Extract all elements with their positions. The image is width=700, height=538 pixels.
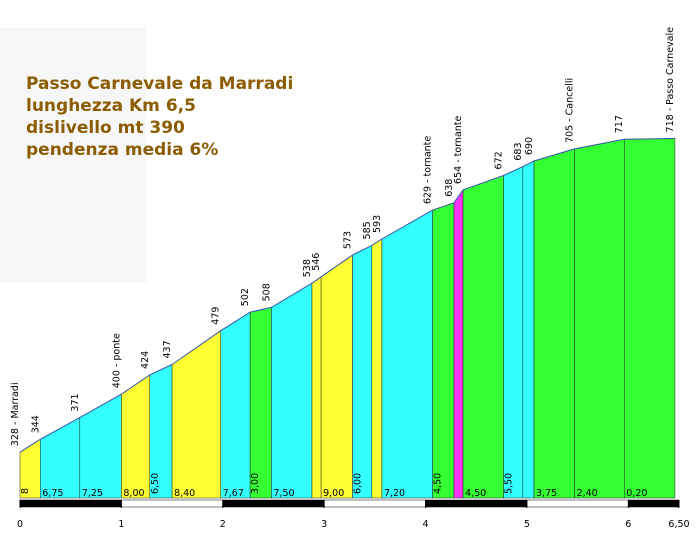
title-line: pendenza media 6% xyxy=(26,140,218,160)
segment xyxy=(79,393,122,499)
point-label: 690 xyxy=(524,137,535,155)
point-label: 424 xyxy=(140,351,151,369)
scale-band xyxy=(121,499,224,508)
point-label: 585 xyxy=(362,221,373,239)
segment xyxy=(271,282,313,499)
segment xyxy=(220,311,251,499)
scale-band xyxy=(19,499,122,508)
segment xyxy=(381,209,433,499)
x-tick-label: 0 xyxy=(17,519,23,530)
point-label: 479 xyxy=(211,307,222,325)
scale-band xyxy=(323,499,426,508)
gradient-label: 4,50 xyxy=(465,488,486,499)
scale-band xyxy=(628,499,680,508)
point-label: 638 xyxy=(444,179,455,197)
point-label: 705 - Cancelli xyxy=(565,78,576,143)
point-label: 344 xyxy=(30,415,41,433)
point-label: 538 xyxy=(302,259,313,277)
gradient-label: 5,50 xyxy=(504,473,515,494)
gradient-label: 2,40 xyxy=(577,488,598,499)
x-tick-label: 6,50 xyxy=(668,519,689,530)
point-label: 508 xyxy=(261,283,272,301)
gradient-label: 3,75 xyxy=(536,488,557,499)
point-label: 546 xyxy=(311,253,322,271)
x-tick-label: 5 xyxy=(524,519,530,530)
title-panel xyxy=(0,28,146,283)
segment xyxy=(320,254,353,499)
point-label: 437 xyxy=(162,340,173,358)
point-label: 629 - tornante xyxy=(423,136,434,204)
point-label: 672 xyxy=(494,151,505,169)
scale-band xyxy=(526,499,629,508)
segment xyxy=(311,276,322,499)
x-tick-label: 3 xyxy=(321,519,327,530)
segment xyxy=(533,148,575,499)
title-line: lunghezza Km 6,5 xyxy=(26,96,196,116)
segment xyxy=(40,417,81,499)
point-label: 328 - Marradi xyxy=(10,382,21,446)
scale-band xyxy=(425,499,528,508)
segment xyxy=(522,160,535,499)
gradient-label: 9,00 xyxy=(323,488,344,499)
x-tick-label: 2 xyxy=(220,519,226,530)
point-label: 718 - Passo Carnevale xyxy=(665,27,676,133)
title-line: Passo Carnevale da Marradi xyxy=(26,74,293,94)
segment xyxy=(462,175,504,499)
segment xyxy=(574,138,625,499)
gradient-label: 0,20 xyxy=(626,488,647,499)
title-line: dislivello mt 390 xyxy=(26,118,185,138)
point-label: 400 - ponte xyxy=(111,333,122,388)
point-label: 502 xyxy=(240,288,251,306)
point-label: 654 - tornante xyxy=(453,115,464,183)
segment xyxy=(432,202,455,499)
gradient-label: 4,50 xyxy=(433,473,444,494)
x-tick-label: 4 xyxy=(423,519,429,530)
gradient-label: 8,40 xyxy=(174,488,195,499)
segment xyxy=(249,307,272,499)
segment xyxy=(371,238,383,499)
gradient-label: 3,00 xyxy=(250,473,261,494)
point-label: 371 xyxy=(70,393,81,411)
point-label: 717 xyxy=(614,115,625,133)
gradient-label: 7,20 xyxy=(384,488,405,499)
gradient-label: 7,25 xyxy=(82,488,103,499)
gradient-label: 6,00 xyxy=(353,473,364,494)
x-tick-label: 6 xyxy=(625,519,631,530)
segment xyxy=(171,330,221,499)
gradient-label: 8,00 xyxy=(123,488,144,499)
gradient-label: 7,67 xyxy=(223,488,244,499)
gradient-label: 6,50 xyxy=(150,473,161,494)
segment xyxy=(624,138,676,499)
gradient-label: 7,50 xyxy=(273,488,294,499)
x-tick-label: 1 xyxy=(118,519,124,530)
gradient-label: 6,75 xyxy=(42,488,63,499)
point-label: 573 xyxy=(343,231,354,249)
segment xyxy=(453,189,464,499)
point-label: 683 xyxy=(513,142,524,160)
gradient-label: 8 xyxy=(20,488,31,494)
point-label: 593 xyxy=(372,215,383,233)
scale-band xyxy=(222,499,325,508)
segment xyxy=(121,374,151,499)
segment xyxy=(503,166,524,499)
segment xyxy=(352,245,373,499)
profile-line xyxy=(19,137,675,453)
